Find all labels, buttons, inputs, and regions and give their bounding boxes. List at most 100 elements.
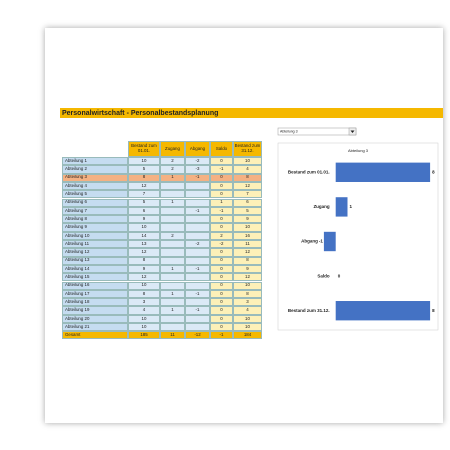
data-label: 1 — [350, 204, 353, 209]
table-cell: 10 — [233, 281, 262, 290]
table-cell: 5 — [128, 165, 160, 174]
table-cell: 1 — [160, 306, 185, 315]
table-cell: 0 — [210, 289, 233, 299]
table-cell: 10 — [233, 314, 262, 323]
table-cell: -2 — [185, 240, 210, 249]
page-title: Personalwirtschaft - Personalbestandspla… — [62, 110, 218, 117]
table-cell: 11 — [233, 240, 262, 249]
table-cell — [185, 215, 210, 224]
table-cell: 12 — [233, 273, 262, 282]
table-cell: 9 — [128, 215, 160, 224]
table-cell — [160, 240, 185, 249]
table-cell: 10 — [233, 157, 262, 166]
table-cell: 6 — [233, 198, 262, 207]
table-cell: 0 — [210, 273, 233, 282]
table-cell: 0 — [210, 190, 233, 199]
table-cell: -3 — [185, 165, 210, 174]
table-cell: Abteilung 6 — [62, 198, 128, 207]
title-bar — [60, 108, 443, 118]
table-cell: 2 — [210, 231, 233, 240]
bar — [335, 162, 431, 182]
table-cell: -1 — [185, 173, 210, 182]
table-cell — [185, 298, 210, 307]
category-label: Saldo — [317, 273, 330, 278]
bar — [335, 301, 431, 321]
bar — [323, 231, 336, 252]
table-cell: 10 — [128, 157, 160, 166]
table-cell — [185, 190, 210, 199]
table-cell: 0 — [210, 264, 233, 274]
table-cell: 3 — [128, 298, 160, 307]
table-cell: 7 — [128, 190, 160, 199]
table-cell: 10 — [128, 223, 160, 232]
table-cell — [160, 298, 185, 307]
table-cell: 8 — [233, 173, 262, 182]
table-cell: -1 — [210, 206, 233, 216]
table-cell: 4 — [233, 165, 262, 174]
table-cell: 8 — [128, 289, 160, 299]
table-cell: 5 — [128, 198, 160, 207]
table-cell: 10 — [128, 314, 160, 323]
table-cell: 0 — [210, 256, 233, 265]
table-cell — [160, 206, 185, 216]
table-cell: 0 — [210, 157, 233, 166]
table-cell: 0 — [210, 181, 233, 191]
table-cell: 8 — [233, 289, 262, 299]
table-cell — [185, 323, 210, 332]
table-cell — [185, 248, 210, 257]
table-cell: Abteilung 13 — [62, 256, 128, 265]
table-cell: 4 — [233, 306, 262, 315]
table-cell: Abteilung 21 — [62, 323, 128, 332]
table-cell: 0 — [210, 298, 233, 307]
table-cell: 4 — [128, 306, 160, 315]
table-cell: 2 — [160, 157, 185, 166]
table-cell — [185, 223, 210, 232]
category-label: Abgang — [301, 239, 318, 244]
column-header: Bestand zum 31.12. — [233, 141, 262, 157]
table-cell — [160, 248, 185, 257]
table-cell: 0 — [210, 306, 233, 315]
table-cell: Abteilung 20 — [62, 314, 128, 323]
table-cell: 0 — [210, 215, 233, 224]
table-cell: Abteilung 11 — [62, 240, 128, 249]
table-cell: -2 — [210, 240, 233, 249]
table-cell — [160, 323, 185, 332]
total-cell: -1 — [210, 331, 233, 339]
category-label: Zugang — [313, 204, 329, 209]
table-cell: 12 — [128, 181, 160, 191]
dropdown-text: Abteilung 3 — [280, 129, 298, 133]
table-cell: Abteilung 9 — [62, 223, 128, 232]
table-cell — [185, 181, 210, 191]
table-cell: Abteilung 5 — [62, 190, 128, 199]
table-cell: 0 — [210, 223, 233, 232]
table-cell: Abteilung 17 — [62, 289, 128, 299]
table-cell — [185, 281, 210, 290]
table-cell: 3 — [233, 298, 262, 307]
table-cell: 1 — [210, 198, 233, 207]
table-cell: Abteilung 12 — [62, 248, 128, 257]
table-cell: 6 — [128, 206, 160, 216]
table-cell: -1 — [185, 289, 210, 299]
table-cell: -1 — [185, 306, 210, 315]
table-cell: Abteilung 2 — [62, 165, 128, 174]
table-cell: 1 — [160, 289, 185, 299]
data-label: 8 — [432, 308, 435, 313]
table-cell: -1 — [210, 165, 233, 174]
column-header: Saldo — [210, 141, 233, 157]
table-cell: 2 — [160, 165, 185, 174]
column-header: Abgang — [185, 141, 210, 157]
table-cell: Abteilung 1 — [62, 157, 128, 166]
table-cell: 2 — [160, 231, 185, 240]
column-header: Bestand zum 01.01. — [128, 141, 160, 157]
table-cell: 12 — [128, 248, 160, 257]
table-cell: 8 — [233, 256, 262, 265]
table-cell: 7 — [233, 190, 262, 199]
total-cell: 11 — [160, 331, 185, 339]
table-cell: Abteilung 8 — [62, 215, 128, 224]
table-cell: 0 — [210, 173, 233, 182]
table-cell: 1 — [160, 173, 185, 182]
table-cell: 12 — [233, 181, 262, 191]
table-cell: Abteilung 10 — [62, 231, 128, 240]
table-cell — [160, 223, 185, 232]
table-cell: 0 — [210, 248, 233, 257]
